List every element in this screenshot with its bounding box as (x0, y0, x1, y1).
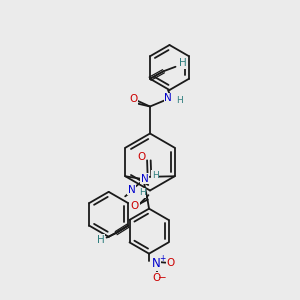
Text: H: H (176, 96, 183, 105)
Text: H: H (97, 235, 104, 245)
Text: O: O (167, 258, 175, 268)
Text: N: N (152, 257, 161, 270)
Text: H: H (152, 171, 159, 180)
Text: O: O (131, 201, 139, 211)
Text: N: N (164, 93, 172, 103)
Text: O: O (138, 152, 146, 162)
Text: O: O (129, 94, 138, 104)
Text: −: − (158, 273, 166, 283)
Text: H: H (139, 188, 146, 197)
Text: H: H (179, 58, 187, 68)
Text: O: O (152, 273, 160, 283)
Text: N: N (141, 174, 149, 184)
Text: N: N (128, 185, 136, 195)
Text: +: + (159, 254, 165, 263)
